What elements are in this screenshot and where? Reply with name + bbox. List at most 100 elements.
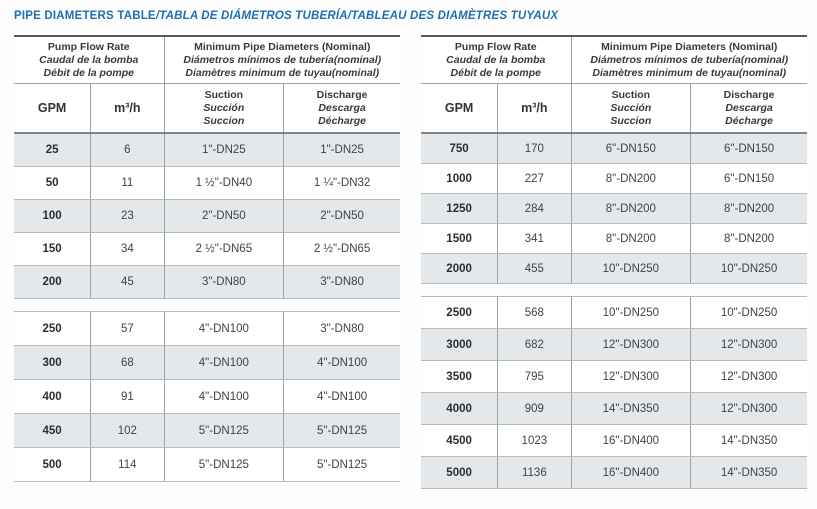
cell-gpm: 3000 — [421, 329, 499, 360]
page-title: PIPE DIAMETERS TABLE/TABLA DE DIÁMETROS … — [14, 9, 817, 23]
col-header-discharge: Discharge Descarga Décharge — [723, 88, 775, 127]
cell-gpm: 2500 — [421, 297, 499, 328]
table-row: 3500 795 12"-DN300 12"-DN300 — [421, 361, 807, 393]
cell-gpm: 100 — [14, 200, 92, 232]
cell-discharge: 14"-DN350 — [720, 466, 778, 479]
cell-suction: 4"-DN100 — [165, 312, 285, 345]
group-header-row: Pump Flow Rate Caudal de la bomba Débit … — [421, 37, 807, 84]
cell-m3h: 682 — [498, 329, 572, 360]
cell-gpm: 1500 — [421, 224, 499, 253]
cell-m3h: 6 — [91, 134, 165, 166]
table-row: 250 57 4"-DN100 3"-DN80 — [14, 312, 400, 346]
flow-rate-label-en: Pump Flow Rate — [454, 40, 537, 53]
cell-suction: 2 ½"-DN65 — [165, 233, 285, 265]
cell-m3h: 102 — [91, 414, 165, 447]
table-row: 3000 682 12"-DN300 12"-DN300 — [421, 329, 807, 361]
flow-rate-label-es: Caudal de la bomba — [446, 53, 546, 66]
cell-discharge: 2"-DN50 — [320, 210, 364, 222]
section-gap — [421, 284, 807, 296]
cell-m3h: 909 — [498, 393, 572, 424]
cell-discharge: 14"-DN350 — [720, 434, 778, 447]
table-row: 1500 341 8"-DN200 8"-DN200 — [421, 224, 807, 254]
cell-gpm: 2000 — [421, 254, 499, 283]
cell-discharge: 12"-DN300 — [720, 338, 778, 351]
cell-m3h: 568 — [498, 297, 572, 328]
cell-discharge: 12"-DN300 — [720, 402, 778, 415]
table-row: 4000 909 14"-DN350 12"-DN300 — [421, 393, 807, 425]
table-row: 300 68 4"-DN100 4"-DN100 — [14, 346, 400, 380]
pipe-diameters-label-fr: Diamètres minimum de tuyau(nominal) — [185, 66, 380, 79]
cell-discharge: 10"-DN250 — [720, 262, 778, 275]
col-header-suction: Suction Succión Succion — [572, 84, 692, 132]
cell-m3h: 114 — [91, 448, 165, 481]
cell-m3h: 455 — [498, 254, 572, 283]
pipe-diameters-table-right: Pump Flow Rate Caudal de la bomba Débit … — [421, 35, 807, 489]
table-row: 450 102 5"-DN125 5"-DN125 — [14, 414, 400, 448]
cell-m3h: 57 — [91, 312, 165, 345]
tables-container: Pump Flow Rate Caudal de la bomba Débit … — [14, 35, 817, 489]
col-header-m3h: m³/h — [91, 84, 165, 132]
column-header-row: GPM m³/h Suction Succión Succion Dischar… — [421, 84, 807, 134]
cell-suction: 5"-DN125 — [165, 448, 285, 481]
table-row: 1250 284 8"-DN200 8"-DN200 — [421, 194, 807, 224]
cell-m3h: 227 — [498, 164, 572, 193]
cell-m3h: 68 — [91, 346, 165, 379]
cell-discharge: 6"-DN150 — [724, 172, 775, 185]
flow-rate-label-es: Caudal de la bomba — [39, 53, 139, 66]
cell-discharge: 5"-DN125 — [317, 424, 368, 437]
cell-gpm: 200 — [14, 266, 92, 298]
cell-gpm: 4500 — [421, 425, 499, 456]
flow-rate-group-header: Pump Flow Rate Caudal de la bomba Débit … — [421, 37, 572, 83]
table-row: 200 45 3"-DN80 3"-DN80 — [14, 266, 400, 299]
table-row: 1000 227 8"-DN200 6"-DN150 — [421, 164, 807, 194]
cell-suction: 16"-DN400 — [572, 457, 692, 488]
cell-suction: 14"-DN350 — [572, 393, 692, 424]
group-header-row: Pump Flow Rate Caudal de la bomba Débit … — [14, 37, 400, 84]
left-table-section-1: 25 6 1"-DN25 1"-DN25 50 11 1 ½"-DN40 1 ¼… — [14, 134, 400, 299]
cell-discharge: 3"-DN80 — [320, 276, 364, 288]
col-header-gpm: GPM — [14, 84, 92, 132]
cell-gpm: 1250 — [421, 194, 499, 223]
flow-rate-label-fr: Débit de la pompe — [43, 66, 134, 79]
table-row: 150 34 2 ½"-DN65 2 ½"-DN65 — [14, 233, 400, 266]
cell-gpm: 500 — [14, 448, 92, 481]
cell-m3h: 795 — [498, 361, 572, 392]
table-row: 50 11 1 ½"-DN40 1 ¼"-DN32 — [14, 167, 400, 200]
table-row: 25 6 1"-DN25 1"-DN25 — [14, 134, 400, 167]
cell-gpm: 4000 — [421, 393, 499, 424]
cell-suction: 12"-DN300 — [572, 329, 692, 360]
page-title-main: PIPE DIAMETERS TABLE — [14, 10, 156, 22]
cell-discharge: 6"-DN150 — [724, 142, 775, 155]
cell-gpm: 400 — [14, 380, 92, 413]
cell-discharge: 8"-DN200 — [724, 202, 775, 215]
cell-suction: 6"-DN150 — [572, 134, 692, 163]
cell-gpm: 750 — [421, 134, 499, 163]
cell-discharge: 3"-DN80 — [320, 322, 364, 335]
table-row: 750 170 6"-DN150 6"-DN150 — [421, 134, 807, 164]
pipe-diameters-label-en: Minimum Pipe Diameters (Nominal) — [194, 40, 371, 53]
cell-suction: 8"-DN200 — [572, 164, 692, 193]
table-row: 500 114 5"-DN125 5"-DN125 — [14, 448, 400, 482]
column-header-row: GPM m³/h Suction Succión Succion Dischar… — [14, 84, 400, 134]
cell-suction: 10"-DN250 — [572, 254, 692, 283]
cell-discharge: 4"-DN100 — [317, 356, 368, 369]
cell-m3h: 1136 — [498, 457, 572, 488]
cell-gpm: 300 — [14, 346, 92, 379]
table-row: 100 23 2"-DN50 2"-DN50 — [14, 200, 400, 233]
cell-discharge: 10"-DN250 — [720, 306, 778, 319]
pipe-diameters-label-en: Minimum Pipe Diameters (Nominal) — [601, 40, 778, 53]
cell-m3h: 341 — [498, 224, 572, 253]
cell-suction: 4"-DN100 — [165, 346, 285, 379]
cell-m3h: 45 — [91, 266, 165, 298]
flow-rate-label-fr: Débit de la pompe — [450, 66, 541, 79]
cell-discharge: 8"-DN200 — [724, 232, 775, 245]
cell-m3h: 284 — [498, 194, 572, 223]
cell-gpm: 3500 — [421, 361, 499, 392]
cell-discharge: 4"-DN100 — [317, 390, 368, 403]
cell-discharge: 1"-DN25 — [320, 144, 364, 156]
page-title-translations: /TABLA DE DIÁMETROS TUBERÍA/TABLEAU DES … — [155, 10, 559, 22]
col-header-discharge: Discharge Descarga Décharge — [316, 88, 368, 127]
cell-discharge: 2 ½"-DN65 — [313, 243, 371, 255]
table-row: 5000 1136 16"-DN400 14"-DN350 — [421, 457, 807, 489]
cell-suction: 16"-DN400 — [572, 425, 692, 456]
